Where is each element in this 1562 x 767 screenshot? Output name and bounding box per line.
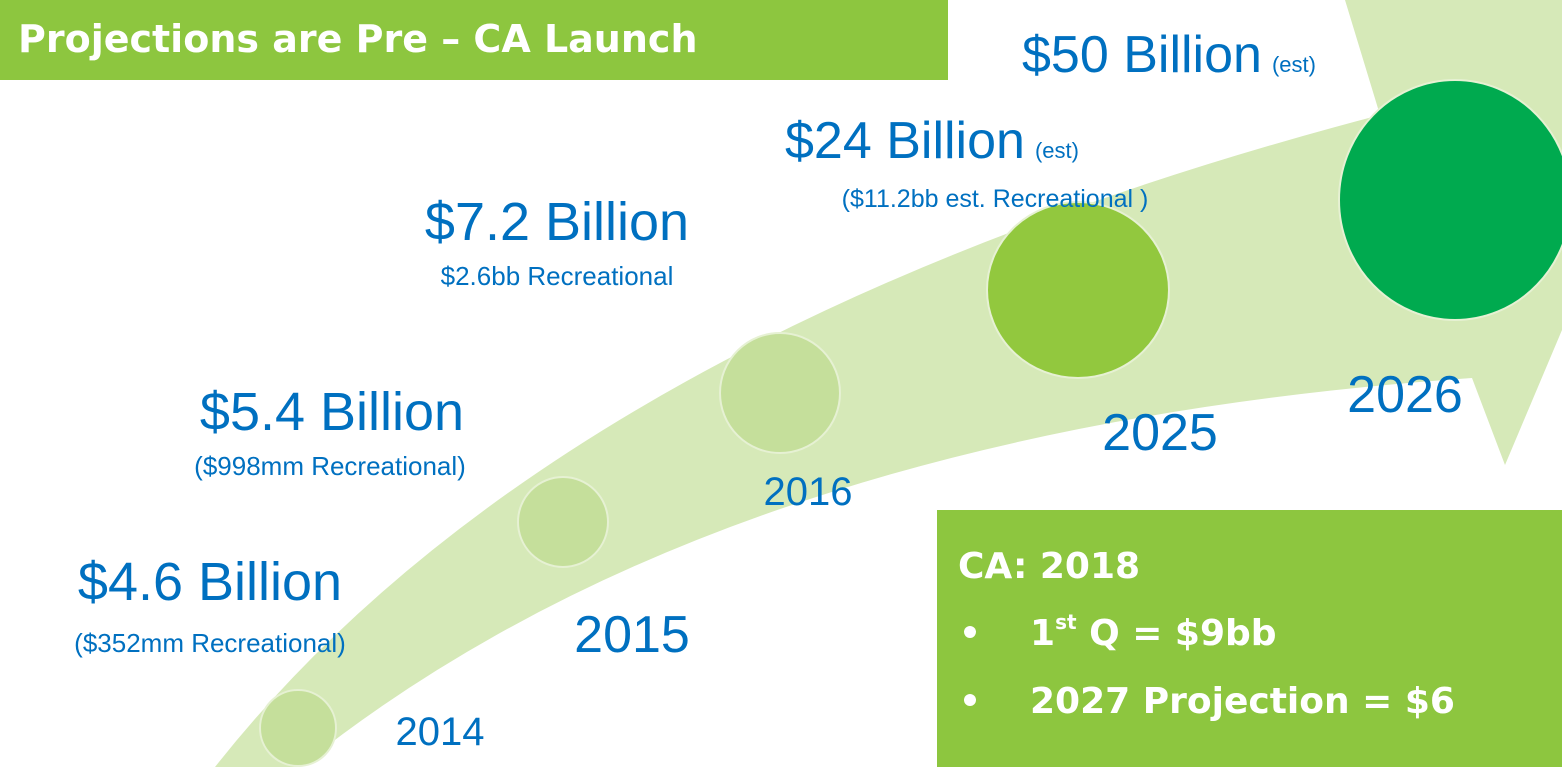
year-2016: 2016 [764, 470, 853, 514]
note-2025: ($11.2bb est. Recreational ) [842, 185, 1149, 213]
circle-2015 [517, 476, 609, 568]
banner-text: Projections are Pre – CA Launch [18, 17, 698, 61]
callout-bullet: 1st Q = $9bb [1030, 610, 1277, 654]
callout-box [937, 510, 1562, 767]
circle-2016 [719, 332, 841, 454]
year-2015: 2015 [574, 606, 690, 664]
note-2015: ($998mm Recreational) [194, 451, 466, 481]
note-2016: $2.6bb Recreational [441, 261, 674, 291]
bullet-dot [964, 626, 976, 638]
year-2014: 2014 [396, 710, 485, 754]
circle-2025 [986, 201, 1170, 379]
amount-2025: $24 Billion (est) [785, 112, 1079, 170]
year-2025: 2025 [1102, 404, 1218, 462]
circle-2014 [259, 689, 337, 767]
circle-2026 [1338, 79, 1562, 321]
growth-arrow [215, 0, 1562, 767]
callout-bullet: 2027 Projection = $6 [1030, 681, 1455, 722]
amount-2015: $5.4 Billion [200, 382, 464, 442]
amount-2016: $7.2 Billion [425, 192, 689, 252]
amount-2026: $50 Billion (est) [1022, 26, 1316, 84]
note-2014: ($352mm Recreational) [74, 628, 346, 658]
year-2026: 2026 [1347, 366, 1463, 424]
banner-box [0, 0, 948, 80]
callout-title: CA: 2018 [958, 546, 1140, 587]
bullet-dot [964, 694, 976, 706]
amount-2014: $4.6 Billion [78, 552, 342, 612]
